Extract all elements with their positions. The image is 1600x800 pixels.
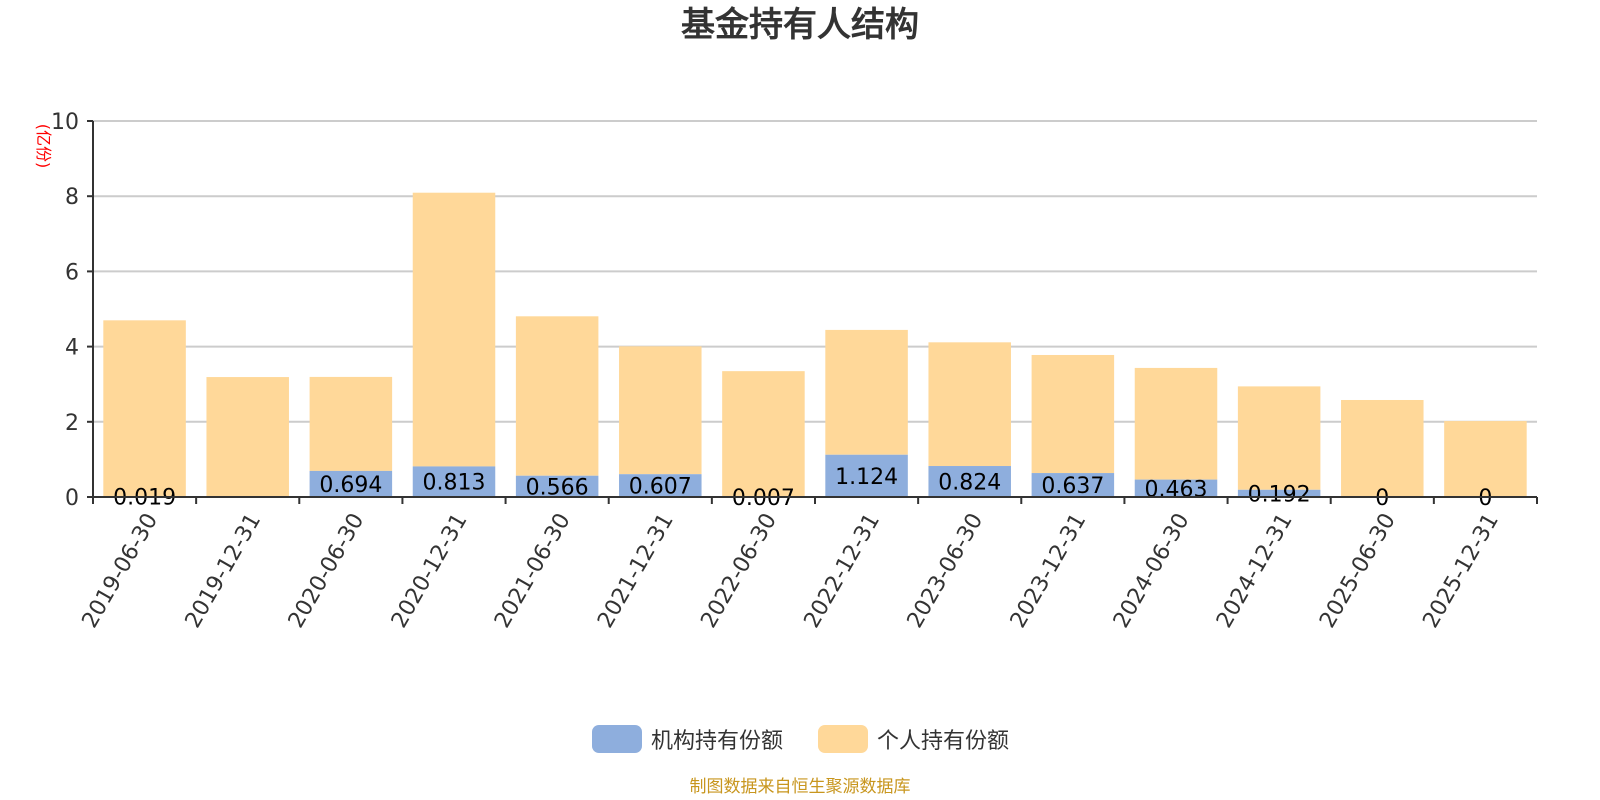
bar-individual [825,329,908,455]
x-tick-label: 2025-06-30 [1315,509,1401,632]
bar-individual [928,342,1011,467]
data-label-institutional: 0.019 [113,486,176,511]
data-label-institutional: 0.463 [1145,477,1208,502]
x-tick-label: 2019-06-30 [78,509,164,632]
x-tick-label: 2022-12-31 [800,509,886,632]
data-label-institutional: 0.694 [319,473,382,498]
legend-label: 个人持有份额 [877,729,1009,754]
bar-institutional [1031,473,1115,497]
bar-individual [619,346,702,475]
bar-institutional [1134,479,1218,497]
y-tick-label: 10 [51,110,79,135]
bar-institutional [515,475,599,497]
y-tick-label: 6 [65,260,79,285]
x-tick-label: 2021-12-31 [593,509,679,632]
x-tick-label: 2022-06-30 [696,509,782,632]
x-tick-label: 2020-12-31 [387,509,473,632]
bar-individual [1031,354,1115,474]
legend: 机构持有份额 个人持有份额 [592,725,1009,754]
data-label-institutional: 0 [1375,486,1389,511]
bar-institutional [309,470,393,497]
y-tick-label: 8 [65,185,79,210]
y-tick-label: 2 [65,411,79,436]
bar-institutional [1237,489,1321,497]
bar-individual [412,192,496,467]
gridlines [93,120,1537,423]
bar-individual [1134,367,1218,480]
bar-individual [309,376,393,471]
bar-individual [1444,421,1527,497]
legend-swatch [818,725,868,753]
bar-institutional [928,466,1011,497]
bars [103,192,1527,497]
bar-institutional [412,466,496,497]
x-tick-label: 2023-12-31 [1006,509,1092,632]
legend-swatch [592,725,642,753]
source-note: 制图数据来自恒生聚源数据库 [690,777,911,797]
data-label-institutional: 1.124 [835,465,898,490]
bar-individual [103,320,186,497]
data-label-institutional: 0.192 [1248,482,1311,507]
x-tick-label: 2019-12-31 [181,509,267,632]
x-tick-label: 2020-06-30 [284,509,370,632]
y-tick-label: 0 [65,486,79,511]
chart-title: 基金持有人结构 [681,5,919,45]
x-tick-label: 2024-12-31 [1212,509,1298,632]
x-tick-label: 2021-06-30 [490,509,576,632]
data-label-institutional: 0.637 [1041,474,1104,499]
data-label-institutional: 0 [1478,486,1492,511]
data-label-institutional: 0.813 [423,471,486,496]
legend-label: 机构持有份额 [651,729,783,754]
y-axis-unit: (亿份) [34,124,53,169]
x-tick-label: 2023-06-30 [903,509,989,632]
bar-individual [1341,399,1424,497]
data-label-institutional: 0.607 [629,475,692,500]
x-tick-label: 2024-06-30 [1109,509,1195,632]
data-label-institutional: 0.824 [938,471,1001,496]
data-label-institutional: 0.007 [732,486,795,511]
bar-institutional [825,454,908,497]
bar-individual [722,371,805,497]
y-tick-label: 4 [65,336,79,361]
x-tick-label: 2025-12-31 [1418,509,1504,632]
bar-individual [515,316,599,476]
bar-individual [206,377,289,497]
bar-institutional [619,474,702,497]
bar-individual [1237,386,1321,490]
